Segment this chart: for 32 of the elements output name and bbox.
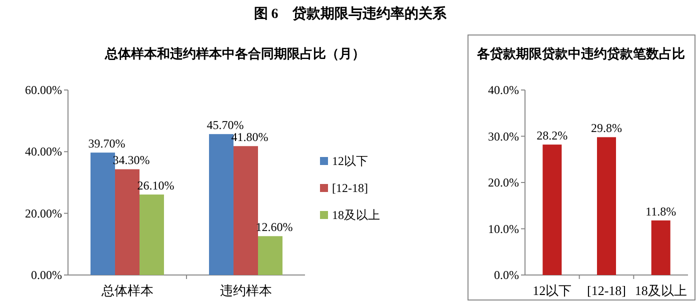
bar — [115, 169, 140, 275]
bar — [139, 194, 164, 275]
data-label: 28.2% — [536, 128, 568, 143]
x-tick-label: 12以下 — [532, 283, 572, 298]
bar — [596, 137, 616, 275]
x-tick-label: 总体样本 — [100, 283, 154, 298]
bar — [258, 236, 282, 275]
legend-label: 12以下 — [332, 154, 368, 168]
y-tick-label: 60.00% — [25, 83, 62, 97]
bar — [651, 220, 670, 275]
y-tick-label: 40.0% — [488, 83, 519, 97]
data-label: 11.8% — [646, 204, 676, 218]
text: 图 6 贷款期限与违约率的关系 — [254, 5, 448, 22]
bar — [542, 144, 562, 275]
legend-label: [12-18] — [332, 181, 368, 195]
chart-title: 各贷款期限贷款中违约贷款笔数占比 — [476, 46, 685, 61]
data-label: 45.70% — [206, 118, 244, 132]
y-tick-label: 30.0% — [488, 129, 519, 144]
y-tick-label: 0.0% — [494, 268, 519, 282]
data-label: 29.8% — [591, 121, 622, 136]
y-tick-label: 40.00% — [25, 144, 62, 159]
bar — [234, 146, 258, 275]
x-tick-label: 18及以上 — [634, 283, 687, 298]
legend-label: 18及以上 — [332, 208, 380, 222]
y-tick-label: 0.00% — [31, 268, 62, 282]
chart-subtitle: 总体样本和违约样本中各合同期限占比（月） — [104, 46, 365, 61]
x-tick-label: [12-18] — [587, 283, 626, 298]
y-tick-label: 10.0% — [488, 222, 519, 236]
y-tick-label: 20.00% — [25, 206, 62, 220]
y-tick-label: 20.0% — [488, 176, 519, 190]
data-label: 39.70% — [88, 136, 126, 151]
x-tick-label: 违约样本 — [220, 283, 272, 298]
